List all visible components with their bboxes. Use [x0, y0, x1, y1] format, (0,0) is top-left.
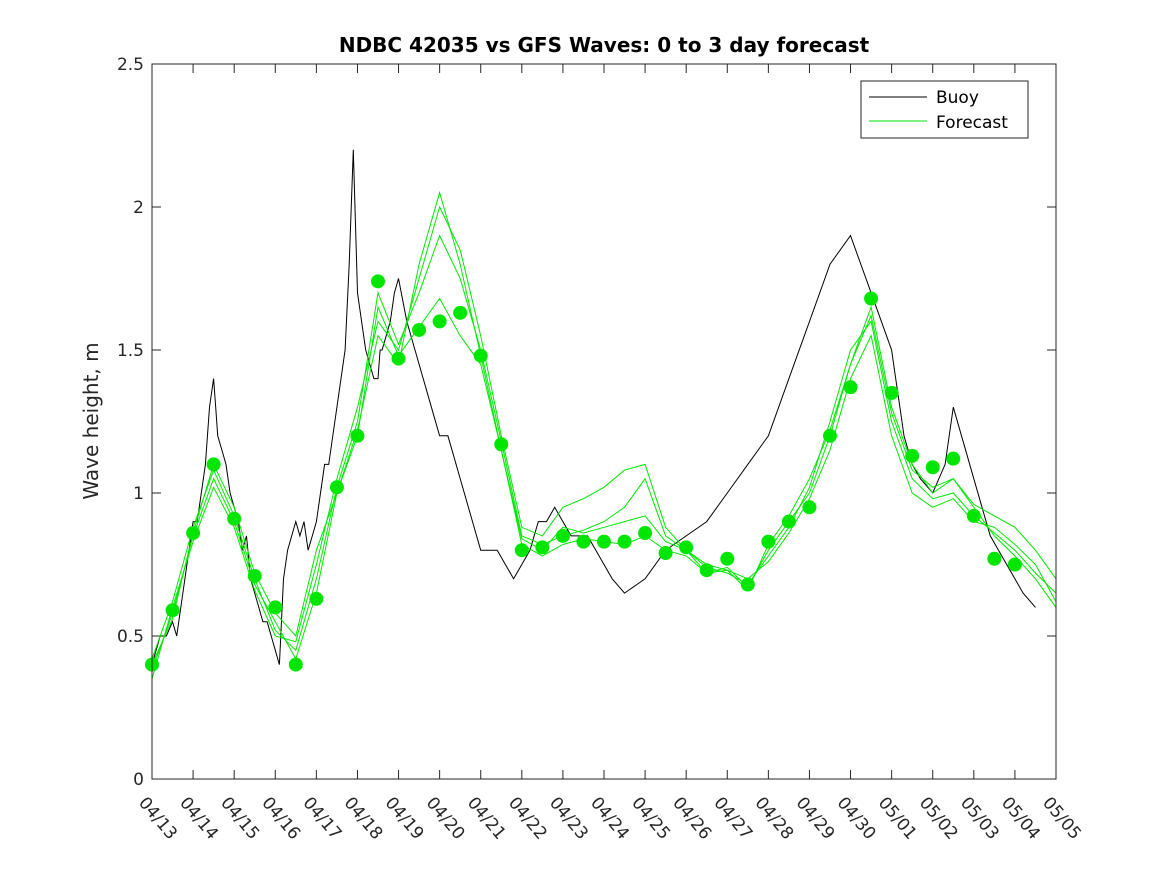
forecast-marker: [679, 540, 694, 555]
forecast-marker: [514, 543, 529, 558]
x-tick-label: 04/27: [709, 793, 756, 843]
y-tick-label: 0.5: [117, 627, 144, 647]
x-tick-label: 04/24: [586, 793, 633, 843]
forecast-marker: [329, 480, 344, 495]
forecast-markers: [145, 274, 1022, 672]
forecast-marker: [268, 600, 283, 615]
forecast-marker: [823, 428, 837, 443]
forecast-marker: [638, 526, 653, 541]
x-tick-label: 04/28: [751, 793, 798, 843]
forecast-marker: [658, 546, 673, 561]
forecast-marker: [473, 348, 488, 363]
forecast-marker: [350, 428, 365, 443]
x-tick-label: 04/13: [134, 793, 181, 843]
x-tick-label: 05/02: [915, 793, 962, 843]
x-tick-label: 04/14: [175, 793, 222, 843]
y-axis: 0 0.5 1 1.5 2 2.5: [117, 55, 1056, 790]
forecast-marker: [720, 551, 735, 566]
x-tick-label: 04/20: [422, 793, 469, 843]
forecast-marker: [432, 314, 447, 329]
y-tick-label: 1.5: [117, 341, 144, 361]
forecast-marker: [740, 577, 755, 592]
forecast-marker: [494, 437, 509, 452]
forecast-marker: [1007, 557, 1022, 572]
x-tick-label: 05/01: [874, 793, 921, 843]
legend: Buoy Forecast: [860, 80, 1029, 139]
forecast-marker: [247, 568, 262, 583]
forecast-marker: [555, 528, 570, 543]
x-tick-label: 05/05: [1038, 793, 1085, 843]
legend-forecast-label: Forecast: [936, 113, 1008, 133]
x-tick-label: 04/25: [627, 793, 674, 843]
x-tick-label: 04/16: [257, 793, 304, 843]
x-tick-label: 04/26: [668, 793, 715, 843]
legend-box: [860, 80, 1029, 139]
x-tick-label: 04/15: [216, 793, 263, 843]
forecast-marker: [309, 591, 324, 606]
forecast-marker: [802, 500, 817, 515]
forecast-marker: [371, 274, 385, 289]
forecast-marker: [781, 514, 796, 529]
x-tick-label: 05/04: [997, 793, 1044, 843]
y-axis-label: Wave height, m: [79, 342, 103, 499]
forecast-marker: [288, 657, 303, 672]
y-tick-label: 2.5: [117, 55, 144, 75]
forecast-line: [151, 190, 1057, 665]
legend-buoy-label: Buoy: [936, 88, 979, 108]
forecast-marker: [227, 511, 242, 526]
x-tick-label: 04/29: [792, 793, 839, 843]
forecast-marker: [597, 534, 611, 549]
forecast-marker: [925, 460, 940, 475]
forecast-marker: [206, 457, 221, 472]
forecast-marker: [391, 351, 406, 366]
forecast-marker: [761, 534, 776, 549]
forecast-marker: [165, 603, 180, 618]
x-tick-label: 04/21: [463, 793, 510, 843]
y-tick-label: 2: [133, 198, 144, 218]
forecast-marker: [576, 534, 591, 549]
forecast-marker: [884, 385, 899, 400]
y-tick-label: 1: [133, 484, 144, 504]
forecast-marker: [412, 322, 427, 337]
buoy-line: [151, 149, 1036, 665]
forecast-marker: [864, 291, 879, 306]
forecast-marker: [617, 534, 632, 549]
forecast-marker: [966, 508, 981, 523]
plot-border: [151, 63, 1057, 780]
forecast-marker: [946, 451, 961, 466]
x-tick-label: 04/23: [545, 793, 592, 843]
x-tick-label: 05/03: [956, 793, 1003, 843]
plot-area: [152, 64, 1056, 779]
chart-title: NDBC 42035 vs GFS Waves: 0 to 3 day fore…: [339, 33, 870, 57]
buoy-series: [151, 149, 1036, 665]
x-tick-label: 04/17: [299, 793, 346, 843]
x-tick-label: 04/30: [833, 793, 880, 843]
forecast-marker: [905, 448, 920, 463]
forecast-marker: [843, 380, 858, 395]
x-tick-label: 04/18: [340, 793, 387, 843]
y-tick-label: 0: [133, 770, 144, 790]
forecast-line: [151, 234, 1057, 660]
forecast-marker: [186, 526, 201, 541]
forecast-marker: [535, 540, 550, 555]
forecast-marker: [699, 563, 714, 578]
forecast-marker: [453, 305, 468, 320]
x-tick-label: 04/22: [504, 793, 551, 843]
x-tick-label: 04/19: [381, 793, 428, 843]
forecast-marker: [987, 551, 1002, 566]
forecast-line: [151, 205, 1057, 680]
